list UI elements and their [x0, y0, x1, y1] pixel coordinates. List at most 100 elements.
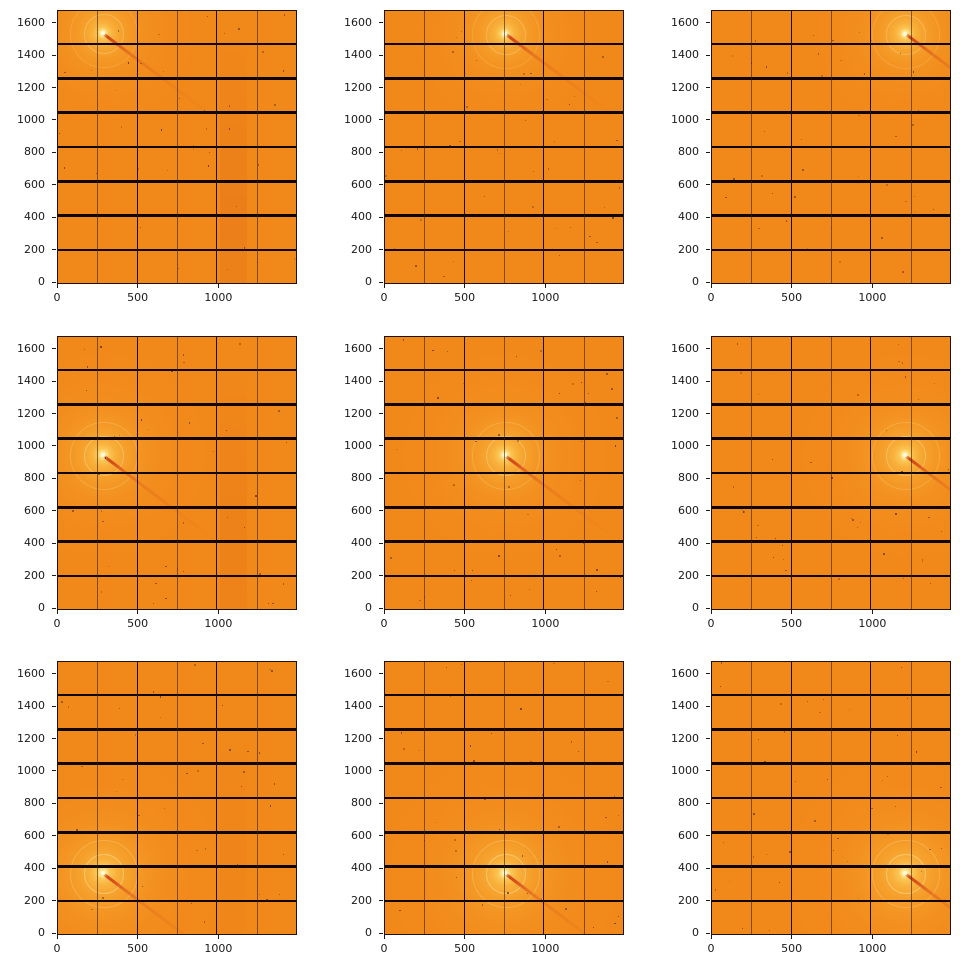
- y-tick-label: 600: [24, 177, 45, 191]
- noise-speckle: [459, 140, 461, 143]
- module-gap-vertical: [790, 337, 792, 609]
- noise-speckle: [435, 180, 438, 182]
- y-tick-label: 1600: [671, 15, 699, 29]
- chip-boundary-line: [830, 11, 832, 283]
- noise-speckle: [122, 779, 124, 781]
- noise-speckle: [120, 126, 123, 129]
- detector-image-r0c0: [57, 10, 297, 284]
- noise-speckle: [277, 410, 280, 412]
- module-gap-vertical: [870, 662, 872, 934]
- noise-speckle: [732, 55, 734, 57]
- noise-speckle: [849, 709, 851, 711]
- chip-boundary-line: [830, 662, 832, 934]
- y-tick-mark: [379, 738, 383, 740]
- noise-speckle: [166, 169, 169, 172]
- noise-speckle: [72, 369, 74, 372]
- y-tick-mark: [379, 249, 383, 251]
- chip-boundary-line: [503, 11, 505, 283]
- y-tick-mark: [379, 477, 383, 479]
- noise-speckle: [894, 805, 897, 807]
- y-tick-label: 600: [351, 828, 372, 842]
- x-tick-label: 500: [781, 617, 803, 630]
- noise-speckle: [115, 89, 117, 91]
- x-tick-label: 0: [707, 291, 715, 304]
- y-tick-label: 1000: [671, 112, 699, 126]
- y-tick-label: 800: [351, 145, 372, 159]
- noise-speckle: [820, 75, 823, 77]
- y-tick-mark: [52, 348, 56, 350]
- noise-speckle: [244, 526, 246, 528]
- noise-speckle: [742, 509, 744, 511]
- noise-speckle: [418, 749, 421, 751]
- noise-speckle: [839, 261, 842, 263]
- noise-speckle: [461, 664, 463, 666]
- subplot-r0c2: 0 200 400 600 800 1000 1200 1400 1600 0 500 1000: [671, 10, 951, 304]
- noise-speckle: [455, 876, 458, 879]
- noise-speckle: [525, 119, 527, 122]
- noise-speckle: [871, 807, 873, 810]
- noise-speckle: [207, 165, 210, 167]
- y-tick-label: 1400: [17, 374, 45, 388]
- noise-speckle: [532, 206, 534, 209]
- y-tick-label: 400: [24, 861, 45, 875]
- y-tick-label: 0: [38, 601, 45, 614]
- y-tick-mark: [379, 607, 383, 609]
- noise-speckle: [159, 696, 162, 698]
- x-tick-mark: [710, 935, 712, 939]
- noise-speckle: [895, 135, 897, 138]
- y-tick-mark: [52, 900, 56, 902]
- noise-speckle: [229, 749, 231, 751]
- noise-speckle: [817, 53, 820, 55]
- noise-speckle: [239, 343, 241, 345]
- noise-speckle: [595, 590, 598, 593]
- noise-speckle: [393, 248, 396, 250]
- noise-speckle: [237, 27, 240, 30]
- y-tick-mark: [706, 867, 710, 869]
- noise-speckle: [229, 128, 231, 130]
- noise-speckle: [481, 904, 484, 906]
- y-tick-label: 200: [678, 893, 699, 907]
- noise-speckle: [602, 56, 604, 58]
- noise-speckle: [224, 33, 226, 35]
- powder-ring-2: [471, 422, 540, 491]
- y-tick-mark: [52, 542, 56, 544]
- subplot-r1c2: 0 200 400 600 800 1000 1200 1400 1600 0 500 1000: [671, 336, 951, 630]
- noise-speckle: [588, 392, 590, 394]
- noise-speckle: [553, 141, 556, 143]
- y-tick-mark: [706, 54, 710, 56]
- y-tick-label: 0: [692, 601, 699, 614]
- noise-speckle: [171, 370, 173, 373]
- x-tick-label: 0: [53, 942, 61, 955]
- noise-speckle: [416, 148, 419, 151]
- powder-ring-2: [872, 840, 941, 909]
- y-tick-label: 1000: [671, 438, 699, 452]
- noise-speckle: [742, 927, 744, 929]
- noise-speckle: [837, 837, 839, 840]
- noise-speckle: [723, 842, 725, 844]
- y-tick-mark: [379, 900, 383, 902]
- x-tick-mark: [137, 284, 139, 288]
- noise-speckle: [269, 805, 272, 807]
- x-tick-mark: [791, 935, 793, 939]
- y-tick-label: 400: [678, 210, 699, 224]
- y-tick-mark: [706, 673, 710, 675]
- noise-speckle: [265, 899, 268, 901]
- x-tick-label: 500: [454, 617, 476, 630]
- noise-speckle: [904, 214, 906, 216]
- noise-speckle: [449, 145, 451, 147]
- noise-speckle: [496, 149, 499, 151]
- y-tick-label: 1200: [344, 80, 372, 94]
- noise-speckle: [527, 513, 529, 516]
- noise-speckle: [86, 366, 88, 368]
- noise-speckle: [188, 422, 191, 424]
- noise-speckle: [98, 474, 100, 476]
- module-gap-vertical: [216, 337, 218, 609]
- noise-speckle: [618, 187, 621, 189]
- noise-speckle: [579, 479, 581, 481]
- y-tick-mark: [52, 738, 56, 740]
- chip-boundary-line: [751, 11, 753, 283]
- noise-speckle: [928, 517, 930, 519]
- chip-boundary-line: [583, 11, 585, 283]
- noise-speckle: [191, 903, 193, 905]
- detector-image-r2c0: [57, 661, 297, 935]
